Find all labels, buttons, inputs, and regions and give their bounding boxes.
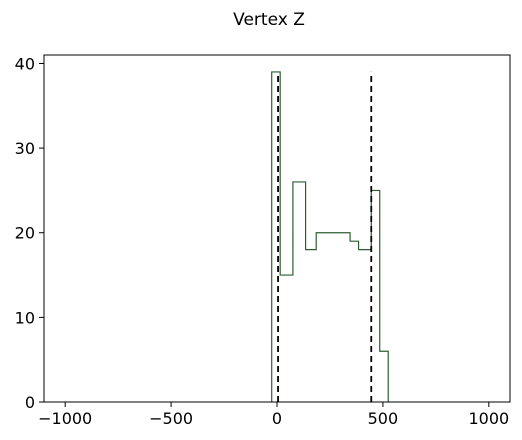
y-tick-label: 10 xyxy=(15,308,35,327)
histogram-step xyxy=(271,71,389,402)
reference-lines xyxy=(277,71,373,402)
axes-frame xyxy=(43,54,511,403)
x-tick-label: −1000 xyxy=(38,409,92,428)
y-axis: 0 10 20 30 40 xyxy=(15,54,44,412)
histogram-layer xyxy=(271,71,389,402)
x-tick-label: 1000 xyxy=(468,409,509,428)
y-tick-label: 20 xyxy=(15,224,35,243)
y-tick-label: 30 xyxy=(15,139,35,158)
x-tick-label: −500 xyxy=(149,409,193,428)
x-axis: −1000 −500 0 500 1000 xyxy=(38,402,509,428)
y-tick-label: 0 xyxy=(25,393,35,412)
x-tick-label: 0 xyxy=(272,409,282,428)
chart-title: Vertex Z xyxy=(233,10,305,30)
x-tick-label: 500 xyxy=(368,409,399,428)
y-tick-label: 40 xyxy=(15,54,35,73)
